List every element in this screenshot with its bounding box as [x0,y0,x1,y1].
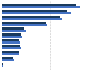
Bar [2,65,4,67]
Bar [2,59,14,61]
Bar [2,12,71,14]
Bar [2,22,46,24]
Bar [2,10,67,12]
Bar [2,63,3,65]
Bar [2,36,22,38]
Bar [2,45,20,47]
Bar [2,33,21,36]
Bar [2,18,62,20]
Bar [2,30,26,32]
Bar [2,6,80,8]
Bar [2,24,47,26]
Bar [2,53,19,55]
Bar [2,39,19,41]
Bar [2,27,24,30]
Bar [2,41,20,44]
Bar [2,16,60,18]
Bar [2,4,76,6]
Bar [2,57,13,59]
Bar [2,51,19,53]
Bar [2,47,21,49]
